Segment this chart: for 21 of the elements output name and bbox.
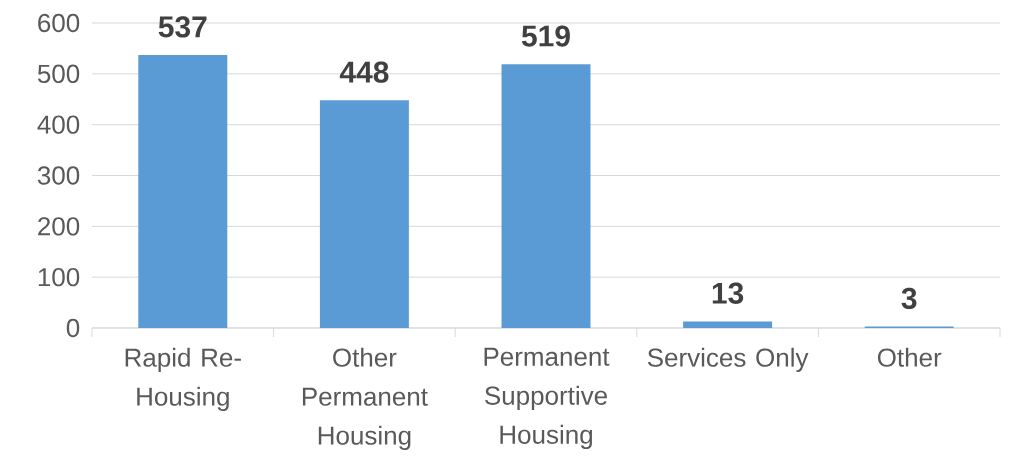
x-tick-label: Other: [877, 347, 942, 367]
y-tick-label: 400: [37, 115, 80, 134]
y-tick-label: 100: [38, 267, 80, 287]
y-tick-label: 0: [66, 318, 80, 338]
bar: [501, 64, 591, 328]
x-tick-label: Other Permanent Housing: [302, 347, 428, 450]
bar: [319, 100, 409, 328]
data-label: 537: [158, 16, 207, 38]
bar: [138, 55, 228, 328]
y-tick-label: 300: [37, 166, 80, 185]
y-tick-label: 500: [37, 64, 80, 84]
y-tick-label: 200: [38, 217, 80, 236]
x-tick-label: Services Only: [647, 347, 809, 372]
data-label: 13: [712, 282, 744, 304]
data-label: 519: [521, 25, 570, 47]
data-label: 3: [901, 287, 917, 309]
x-tick-label: Rapid Re-Housing: [125, 347, 241, 411]
x-tick-label: Permanent Supportive Housing: [484, 347, 610, 450]
y-tick-label: 600: [38, 13, 80, 33]
data-label: 448: [339, 61, 389, 83]
bar: [683, 321, 773, 328]
